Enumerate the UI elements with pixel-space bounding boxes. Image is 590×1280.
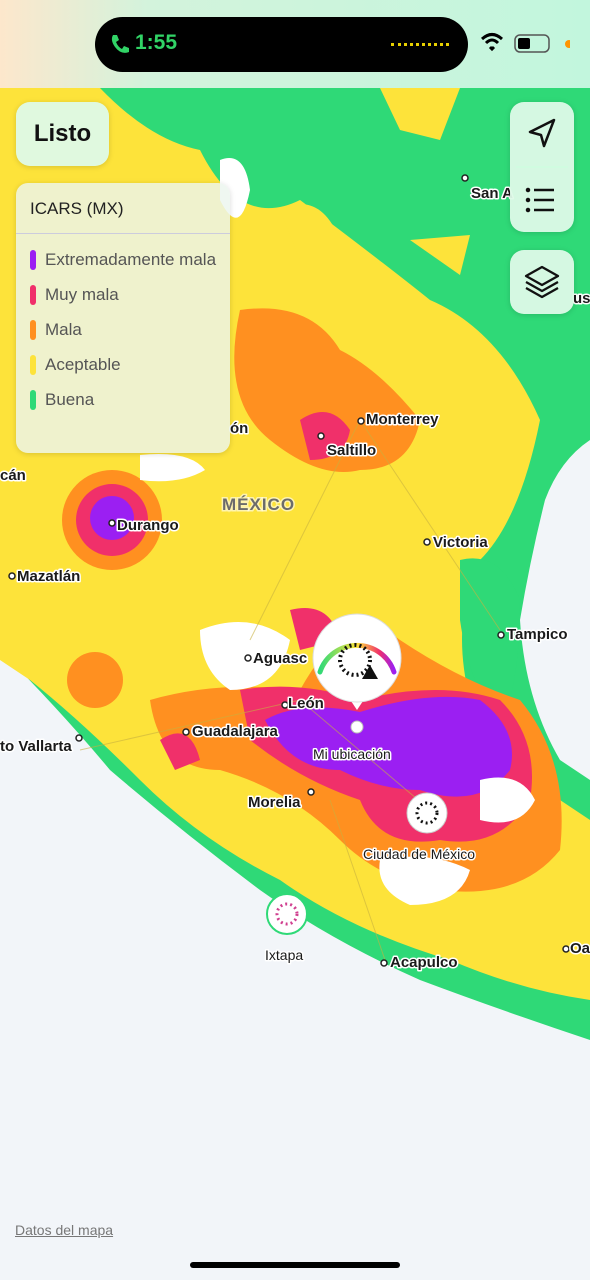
legend-title: ICARS (MX) — [16, 183, 230, 234]
legend: ICARS (MX) Extremadamente mala Muy mala Ma… — [16, 183, 230, 453]
legend-item: Extremadamente mala — [16, 250, 222, 270]
place-label: Victoria — [433, 534, 488, 551]
tool-icons — [516, 118, 568, 213]
legend-swatch — [30, 390, 36, 410]
activity — [391, 43, 449, 46]
place-label: Guadalajara — [192, 723, 279, 740]
legend-items: Extremadamente mala Muy mala Mala Aceptable… — [16, 234, 230, 410]
phone-icon — [111, 35, 129, 53]
list-button[interactable] — [525, 187, 554, 213]
country-label: MÉXICO — [222, 495, 295, 514]
status-icons — [480, 33, 570, 53]
place-label: San A — [471, 185, 513, 202]
tools — [510, 102, 574, 232]
legend-swatch — [30, 355, 36, 375]
place-label: Ixtapa — [265, 947, 303, 963]
place-label: Mi ubicación — [313, 746, 391, 762]
dynamic-island: 1:55 — [95, 17, 468, 72]
place-label: ón — [230, 420, 248, 437]
legend-swatch — [30, 250, 36, 270]
legend-item: Aceptable — [16, 355, 222, 375]
place-label: Ciudad de México — [363, 846, 475, 862]
place-label: cán — [0, 467, 26, 484]
place-label: Mazatlán — [17, 568, 80, 585]
legend-label: Extremadamente mala — [45, 250, 217, 269]
place-label: Morelia — [248, 794, 301, 811]
legend-item: Buena — [16, 390, 222, 410]
home-indicator — [190, 1262, 400, 1268]
place-label: to Vallarta — [0, 738, 72, 755]
layers-button[interactable] — [510, 250, 574, 314]
place-label: Acapulco — [390, 954, 458, 971]
status-bar: 1:55 — [0, 0, 590, 88]
place-label: Monterrey — [366, 411, 439, 428]
place-label: Oa — [570, 940, 590, 957]
place-label: us — [573, 290, 590, 307]
done-button[interactable]: Listo — [16, 102, 109, 166]
place-label: Tampico — [507, 626, 568, 643]
place-label: Saltillo — [327, 442, 376, 459]
legend-label: Muy mala — [45, 285, 119, 304]
time: 1:55 — [135, 31, 178, 54]
legend-label: Mala — [45, 320, 82, 339]
legend-label: Buena — [45, 390, 95, 409]
place-label: Durango — [117, 517, 179, 534]
legend-swatch — [30, 285, 36, 305]
legend-label: Aceptable — [45, 355, 121, 374]
locate-button[interactable] — [528, 118, 556, 148]
place-label: Aguasc — [253, 650, 307, 667]
layers-icon — [524, 265, 560, 299]
legend-item: Mala — [16, 320, 222, 340]
place-label: León — [288, 695, 324, 712]
map-data-link[interactable]: Datos del mapa — [15, 1222, 114, 1238]
legend-item: Muy mala — [16, 285, 222, 305]
legend-swatch — [30, 320, 36, 340]
